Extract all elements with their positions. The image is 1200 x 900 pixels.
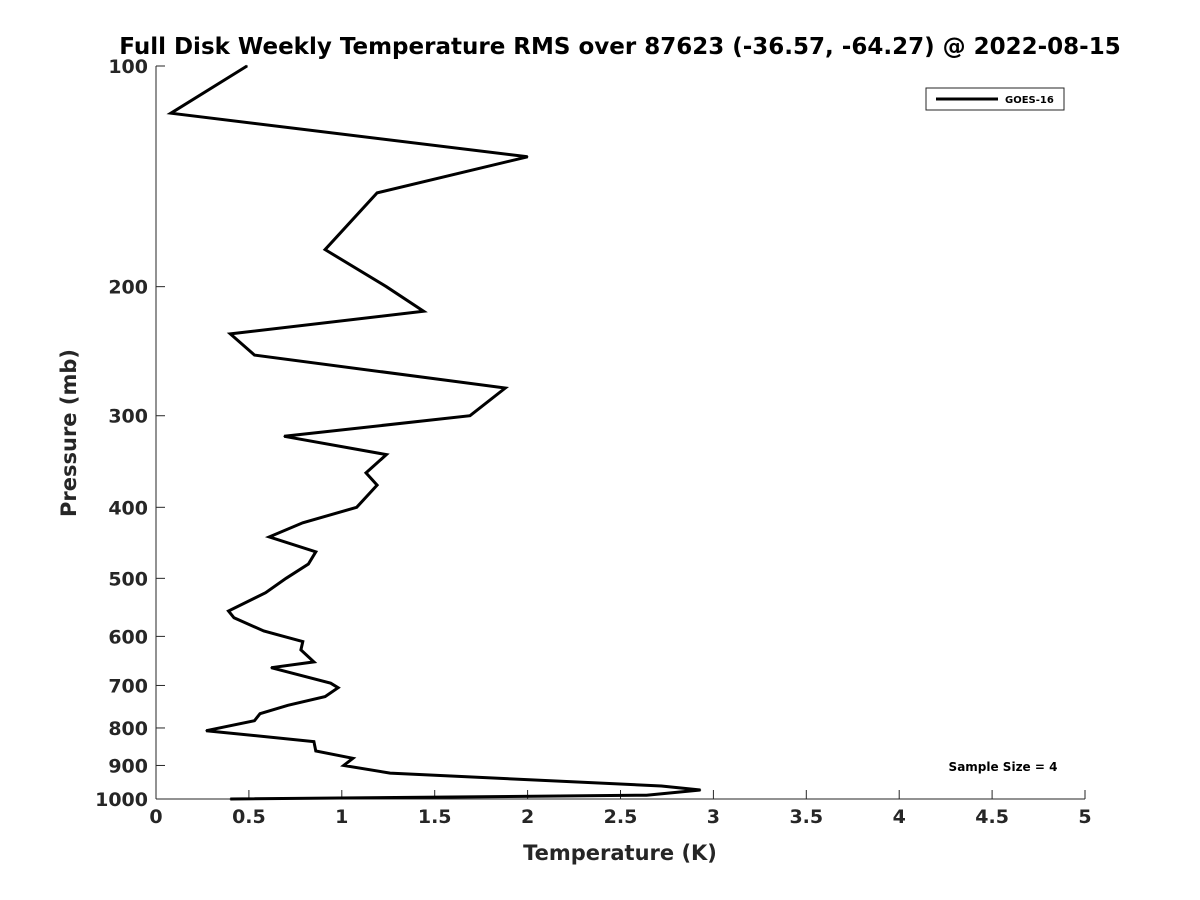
data-point: [227, 610, 230, 612]
data-point: [645, 794, 648, 796]
chart-title: Full Disk Weekly Temperature RMS over 87…: [119, 34, 1121, 60]
y-ticks: 100 200 300 400 500 600 700 800 900 1000: [95, 56, 165, 811]
data-point: [233, 617, 235, 619]
y-tick-label: 300: [108, 406, 148, 428]
data-point: [329, 682, 332, 684]
legend-label-goes-16: GOES-16: [1005, 95, 1054, 106]
data-point: [422, 310, 425, 313]
data-point: [324, 695, 326, 698]
y-tick-label: 600: [108, 626, 148, 648]
data-point: [389, 772, 391, 774]
data-point: [307, 563, 310, 565]
data-point: [469, 414, 471, 417]
y-axis-label: Pressure (mb): [57, 349, 81, 517]
x-tick-label: 0: [149, 806, 162, 828]
data-point: [313, 740, 315, 743]
axes: [155, 66, 1085, 800]
data-point: [283, 435, 286, 438]
data-point: [385, 453, 388, 456]
x-tick-label: 1.5: [418, 806, 452, 828]
data-point: [313, 661, 315, 663]
y-tick-label: 900: [108, 755, 148, 777]
data-point: [376, 484, 378, 486]
data-point: [315, 750, 317, 752]
data-point: [324, 248, 326, 251]
data-point: [699, 789, 702, 791]
x-axis-label: Temperature (K): [523, 841, 717, 865]
series-line-goes-16: [166, 64, 701, 801]
data-point: [170, 112, 172, 114]
data-point: [263, 630, 265, 632]
data-point: [253, 719, 256, 722]
x-tick-label: 2: [521, 806, 534, 828]
data-point: [259, 712, 261, 715]
data-point: [268, 536, 271, 538]
data-point: [285, 577, 287, 580]
x-tick-label: 3.5: [789, 806, 823, 828]
data-point: [287, 704, 289, 707]
x-tick-label: 1: [335, 806, 348, 828]
data-point: [300, 649, 302, 651]
data-point: [270, 666, 273, 669]
y-tick-label: 800: [108, 718, 148, 740]
data-point: [526, 156, 529, 158]
sample-size-annotation: Sample Size = 4: [949, 760, 1058, 774]
y-tick-label: 1000: [95, 789, 148, 811]
series-layer: [166, 64, 702, 801]
data-point: [264, 591, 267, 594]
y-tick-label: 500: [108, 568, 148, 590]
x-tick-label: 2.5: [604, 806, 638, 828]
data-point: [342, 764, 345, 767]
x-tick-label: 5: [1078, 806, 1091, 828]
x-tick-label: 0.5: [232, 806, 266, 828]
data-point: [229, 333, 232, 335]
data-point: [365, 472, 367, 474]
x-tick-label: 3: [707, 806, 720, 828]
data-point: [253, 354, 256, 356]
data-point: [229, 798, 232, 800]
data-point: [504, 387, 507, 389]
data-point: [660, 785, 663, 787]
data-point: [376, 192, 378, 194]
data-point: [385, 285, 388, 288]
data-point: [352, 757, 354, 760]
data-point: [246, 65, 248, 67]
data-point: [205, 729, 207, 732]
x-tick-label: 4: [893, 806, 906, 828]
data-point: [355, 506, 358, 509]
data-point: [302, 640, 304, 643]
data-point: [315, 551, 317, 553]
y-tick-label: 700: [108, 675, 148, 697]
y-tick-label: 100: [108, 56, 148, 78]
y-tick-label: 400: [108, 497, 148, 519]
y-tick-label: 200: [108, 277, 148, 299]
data-point: [337, 686, 339, 689]
x-ticks: 0 0.5 1 1.5 2 2.5 3 3.5 4 4.5 5: [149, 790, 1092, 828]
x-tick-label: 4.5: [975, 806, 1009, 828]
legend: GOES-16: [925, 87, 1065, 111]
data-point: [302, 522, 304, 524]
